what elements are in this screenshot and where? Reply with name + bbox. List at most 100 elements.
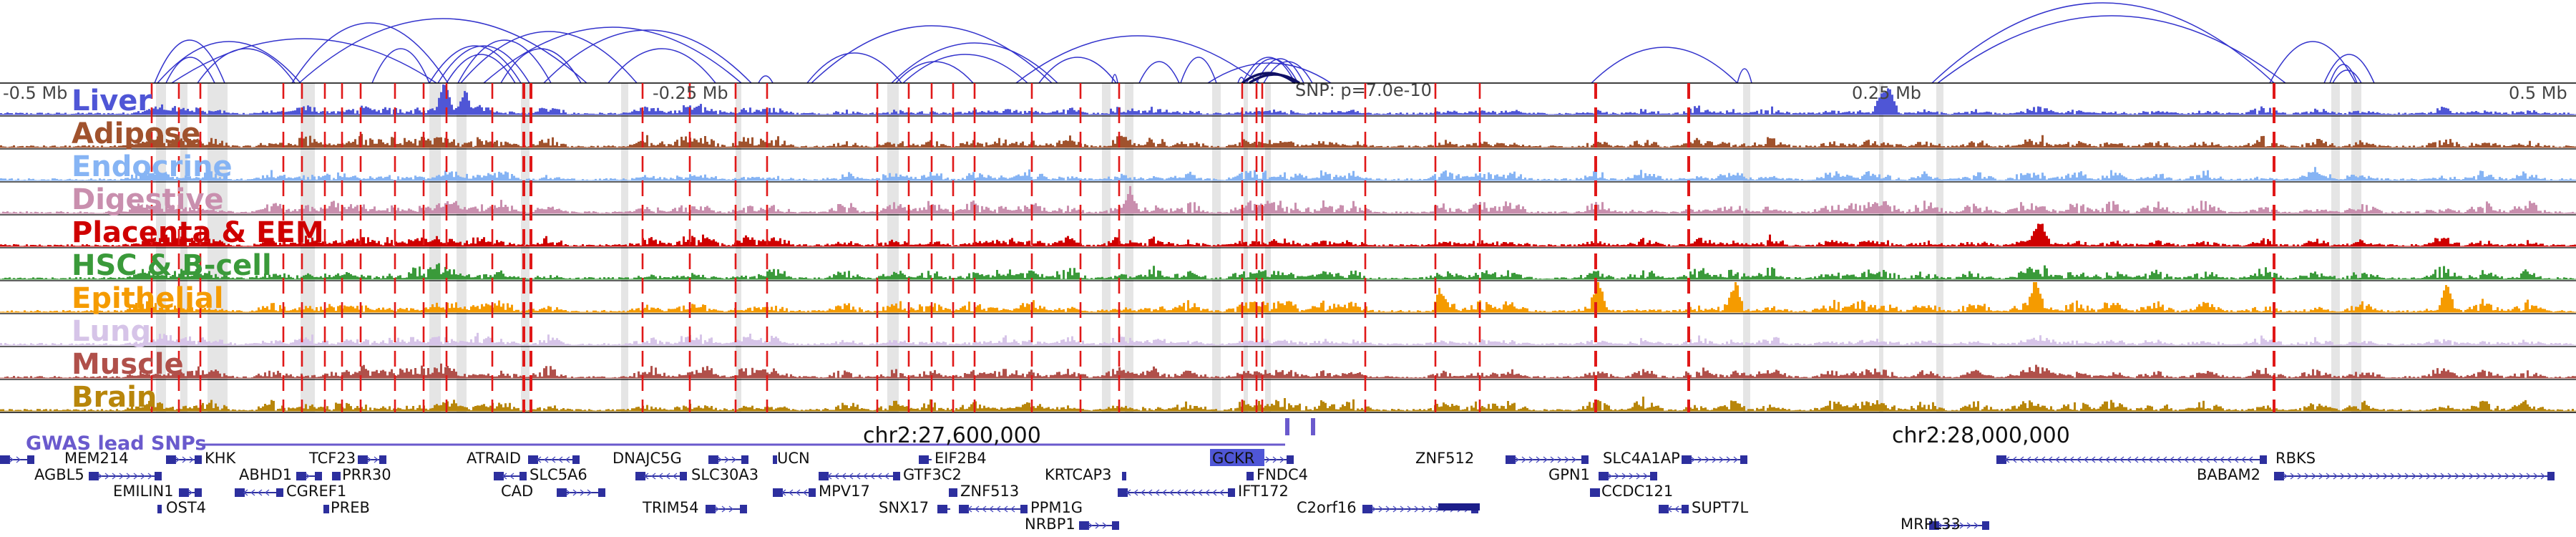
loop-arc — [446, 54, 516, 84]
strand-chevron — [2440, 473, 2446, 480]
loop-arc — [891, 42, 1058, 84]
gene-exon — [1996, 455, 2006, 464]
loop-arc — [1180, 57, 1217, 84]
strand-chevron — [257, 489, 263, 496]
gene-agbl5: AGBL5 — [34, 466, 162, 483]
gene-exon — [809, 488, 816, 497]
signal-track — [0, 134, 2576, 148]
strand-chevron — [1636, 473, 1641, 480]
signal-area — [0, 84, 2576, 115]
strand-chevron — [565, 456, 570, 463]
gene-label: BABAM2 — [2197, 466, 2260, 483]
gene-label: SNX17 — [879, 499, 929, 516]
strand-chevron — [1140, 489, 1146, 496]
gene-slc4a1ap: SLC4A1AP — [1603, 450, 1747, 467]
strand-chevron — [2347, 473, 2353, 480]
strand-chevron — [2318, 473, 2324, 480]
gene-exon — [773, 488, 783, 497]
gene-exon — [276, 488, 283, 497]
gene-exon — [1650, 472, 1657, 480]
strand-chevron — [988, 505, 994, 513]
strand-chevron — [536, 456, 542, 463]
strand-chevron — [2469, 473, 2474, 480]
strand-chevron — [1712, 456, 1717, 463]
strand-chevron — [2504, 473, 2510, 480]
strand-chevron — [1010, 505, 1015, 513]
strand-chevron — [1521, 456, 1527, 463]
gene-exon — [2274, 472, 2284, 480]
gene-label: GTF3C2 — [903, 466, 962, 483]
gene-exon — [949, 488, 957, 497]
gene-krtcap3: KRTCAP3 — [1045, 466, 1126, 483]
strand-chevron — [187, 489, 193, 496]
loop-arc — [895, 61, 974, 84]
strand-chevron — [104, 473, 110, 480]
gene-exon — [296, 472, 306, 480]
strand-chevron — [2133, 456, 2139, 463]
axis-right-label: 0.5 Mb — [2509, 83, 2567, 103]
signal-track — [0, 223, 2576, 247]
strand-chevron — [2226, 456, 2232, 463]
strand-chevron — [2333, 473, 2338, 480]
gene-exon — [557, 488, 567, 497]
snp-pvalue-label: SNP: p=7.0e-10 — [1295, 80, 1432, 100]
gene-snx17: SNX17 — [879, 499, 950, 516]
gene-label: EMILIN1 — [113, 483, 174, 500]
strand-chevron — [2147, 456, 2153, 463]
strand-chevron — [1102, 522, 1108, 529]
strand-chevron — [1154, 489, 1160, 496]
strand-chevron — [2454, 473, 2460, 480]
strand-chevron — [305, 473, 311, 480]
strand-chevron — [1543, 456, 1548, 463]
loop-arc — [2323, 54, 2375, 84]
strand-chevron — [1719, 456, 1724, 463]
strand-chevron — [728, 505, 734, 513]
strand-chevron — [1667, 505, 1672, 513]
strand-chevron — [189, 456, 195, 463]
gene-ucn: UCN — [773, 450, 810, 467]
strand-chevron — [2054, 456, 2060, 463]
gene-ppm1g: PPM1G — [959, 499, 1083, 516]
strand-chevron — [2090, 456, 2096, 463]
gene-exon — [1929, 521, 1939, 530]
strand-chevron — [2311, 473, 2317, 480]
strand-chevron — [147, 473, 153, 480]
strand-chevron — [877, 473, 882, 480]
gwas-lead-snps-track: GWAS lead SNPs — [26, 418, 1315, 455]
gene-label: C2orf16 — [1297, 499, 1357, 516]
strand-chevron — [1272, 456, 1278, 463]
strand-chevron — [1952, 522, 1958, 529]
strand-chevron — [2126, 456, 2132, 463]
loop-arc — [543, 29, 752, 84]
strand-chevron — [781, 489, 786, 496]
track-label: Brain — [72, 381, 157, 414]
strand-chevron — [2368, 473, 2374, 480]
signal-track — [0, 167, 2576, 181]
gene-label: ZNF513 — [960, 483, 1019, 500]
gene-label: CGREF1 — [286, 483, 346, 500]
gene-exon — [959, 505, 969, 513]
gene-exon — [27, 455, 34, 464]
gene-label: MPV17 — [819, 483, 870, 500]
gene-tcf23: TCF23 — [308, 450, 386, 467]
loop-arc — [437, 45, 530, 84]
gene-exon — [773, 455, 777, 464]
gene-exon — [893, 472, 900, 480]
gene-label: AGBL5 — [34, 466, 84, 483]
track-label: HSC & B-cell — [72, 249, 272, 282]
strand-chevron — [1183, 489, 1189, 496]
signal-area — [0, 282, 2576, 312]
track-label: Epithelial — [72, 282, 224, 315]
gene-label: PPM1G — [1030, 499, 1083, 516]
strand-chevron — [1265, 456, 1271, 463]
strand-chevron — [2176, 456, 2182, 463]
axis-mid-right-label: 0.25 Mb — [1852, 83, 1921, 103]
strand-chevron — [2283, 473, 2288, 480]
strand-chevron — [2119, 456, 2124, 463]
strand-chevron — [2155, 456, 2160, 463]
loop-arc — [165, 57, 215, 84]
strand-chevron — [2354, 473, 2360, 480]
coordinate-label-2: chr2:28,000,000 — [1892, 423, 2070, 448]
gene-exon — [1079, 521, 1089, 530]
